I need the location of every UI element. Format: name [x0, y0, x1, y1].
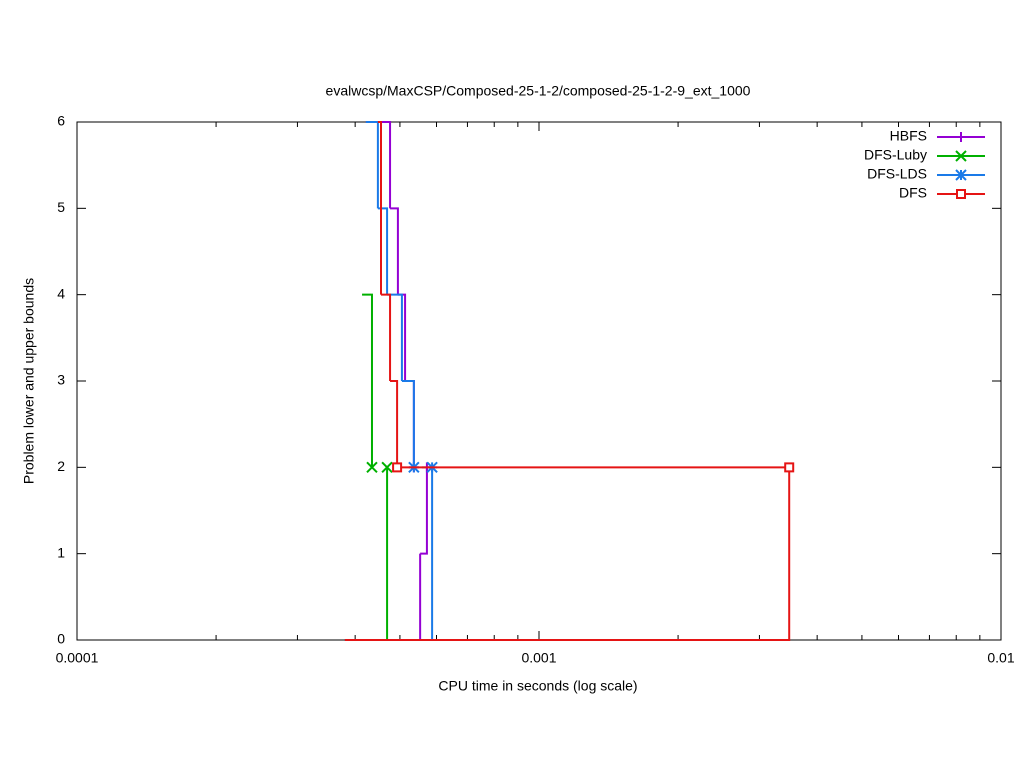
step-segment: [401, 380, 415, 468]
step-segment: [377, 121, 383, 295]
step-segment: [387, 293, 403, 381]
legend-label: DFS: [899, 185, 927, 201]
point-marker: [381, 461, 393, 474]
y-tick-label: 4: [57, 285, 65, 301]
legend-label: HBFS: [890, 128, 927, 144]
step-segment: [344, 467, 791, 641]
legend-marker: [955, 150, 967, 162]
step-segment: [381, 293, 392, 381]
x-tick-label: 0.0001: [56, 650, 99, 666]
step-segment: [420, 467, 428, 555]
y-tick-label: 0: [57, 631, 65, 647]
y-tick-label: 1: [57, 544, 65, 560]
legend-label: DFS-LDS: [867, 166, 927, 182]
y-tick-label: 6: [57, 113, 65, 129]
y-tick-label: 3: [57, 372, 65, 388]
legend-label: DFS-Luby: [864, 147, 927, 163]
chart-title: evalwcsp/MaxCSP/Composed-25-1-2/composed…: [326, 83, 751, 99]
x-tick-label: 0.01: [987, 650, 1014, 666]
step-segment: [390, 380, 399, 468]
step-segment: [390, 207, 399, 295]
step-segment: [365, 121, 379, 209]
y-tick-label: 2: [57, 458, 65, 474]
x-tick-label: 0.001: [521, 650, 556, 666]
x-axis-label: CPU time in seconds (log scale): [438, 678, 637, 694]
step-segment: [362, 293, 373, 468]
point-marker: [392, 462, 403, 473]
legend-marker: [956, 132, 966, 142]
y-axis-label: Problem lower and upper bounds: [21, 278, 37, 484]
legend-marker: [955, 169, 967, 181]
point-marker: [366, 461, 378, 474]
point-marker: [784, 462, 795, 473]
legend-marker: [956, 189, 966, 199]
y-tick-label: 5: [57, 199, 65, 215]
